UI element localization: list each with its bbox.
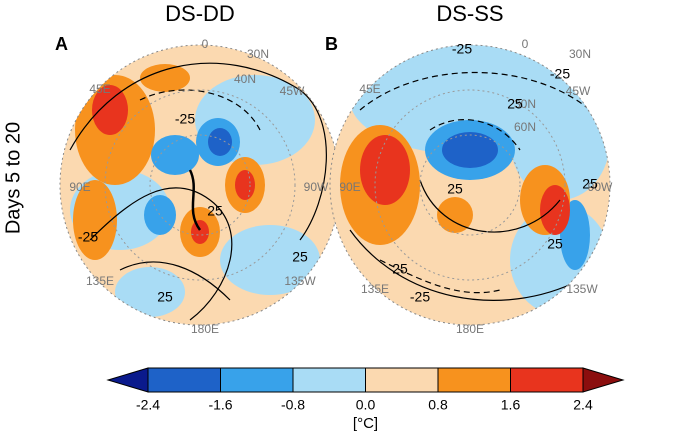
map-label: 135W — [284, 274, 316, 288]
map-label: 30N — [247, 47, 269, 61]
contour-label: 25 — [582, 176, 598, 192]
panel-letter: A — [55, 34, 68, 54]
colorbar-segment — [292, 367, 366, 393]
contour-label: 25 — [392, 261, 408, 277]
colorbar-segment — [510, 367, 584, 393]
contour-label: -25 — [410, 289, 430, 305]
map-label: 40N — [234, 72, 256, 86]
map-label: 180E — [456, 322, 484, 336]
map-label: 60N — [514, 120, 536, 134]
colorbar-unit: [°C] — [353, 415, 378, 432]
map-label: 45E — [359, 82, 380, 96]
map-label: 30N — [514, 97, 536, 111]
panel-title: DS-SS — [436, 1, 503, 26]
map-label: 0 — [202, 37, 209, 51]
contour-label: 25 — [507, 96, 523, 112]
map-label: 90W — [304, 180, 329, 194]
colorbar-arrow — [582, 367, 625, 393]
contour-label: -25 — [452, 41, 472, 57]
colorbar-segment — [437, 367, 511, 393]
map-b — [330, 45, 610, 325]
colorbar-tick-label: -0.8 — [281, 397, 305, 413]
row-label: Days 5 to 20 — [2, 122, 24, 234]
contour-label: 25 — [157, 289, 173, 305]
map-label: 90W — [588, 180, 613, 194]
map-label: 90E — [339, 180, 360, 194]
colorbar-tick-label: -2.4 — [136, 397, 160, 413]
contour-label: 25 — [447, 181, 463, 197]
map-a — [60, 45, 340, 325]
contour-label: -25 — [175, 111, 195, 127]
colorbar-tick-label: 0.0 — [356, 397, 376, 413]
colorbar-arrow — [106, 367, 149, 393]
colorbar-tick-label: 1.6 — [501, 397, 521, 413]
colorbar: -2.4 -1.6 -0.8 0.0 0.8 1.6 2.4 [°C] — [106, 367, 625, 432]
map-label: 180E — [191, 322, 219, 336]
colorbar-tick-label: -1.6 — [208, 397, 232, 413]
labels: DS-DD A 0 30N 40N 45W 90W 135W 180E 135E 90E 45E -25… — [55, 1, 613, 336]
map-label: 135W — [566, 282, 598, 296]
colorbar-segment — [220, 367, 294, 393]
contour-label: 25 — [207, 203, 223, 219]
map-label: 135E — [86, 274, 114, 288]
map-label: 90E — [69, 180, 90, 194]
contour-label: -25 — [78, 229, 98, 245]
colorbar-tick-label: 2.4 — [573, 397, 593, 413]
map-label: 30N — [569, 47, 591, 61]
colorbar-segment — [147, 367, 221, 393]
map-label: 45E — [89, 82, 110, 96]
contour-label: 25 — [547, 236, 563, 252]
map-label: 0 — [522, 37, 529, 51]
map-label: 45W — [566, 84, 591, 98]
colorbar-segment — [365, 367, 439, 393]
panel-title: DS-DD — [165, 1, 235, 26]
contour-label: -25 — [550, 66, 570, 82]
colorbar-tick-label: 0.8 — [428, 397, 448, 413]
map-label: 135E — [361, 282, 389, 296]
contour-label: 25 — [292, 249, 308, 265]
map-label: 45W — [280, 84, 305, 98]
panel-letter: B — [325, 34, 338, 54]
